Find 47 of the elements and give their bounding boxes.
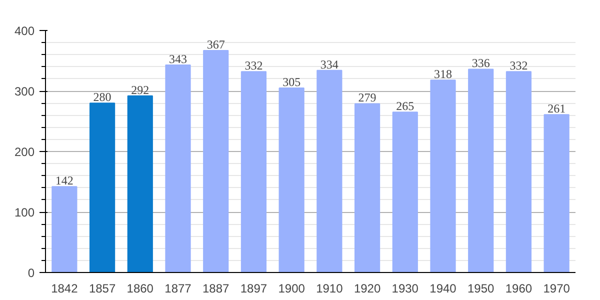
y-tick-label: 400 — [14, 24, 35, 38]
x-tick-label: 1900 — [278, 282, 306, 296]
data-label: 332 — [510, 58, 528, 73]
data-label: 265 — [396, 99, 414, 114]
bar — [316, 70, 342, 272]
x-tick-label: 1860 — [126, 282, 154, 296]
y-tick-label: 300 — [14, 84, 35, 98]
data-label: 292 — [131, 82, 150, 97]
data-label: 280 — [93, 90, 112, 104]
data-label: 334 — [320, 57, 338, 72]
y-tick-label: 100 — [14, 206, 35, 220]
data-label: 142 — [55, 174, 74, 188]
x-tick-label: 1910 — [316, 282, 344, 296]
x-tick-label: 1857 — [88, 282, 116, 296]
data-label: 367 — [206, 37, 225, 52]
data-label: 318 — [434, 67, 452, 82]
bar — [544, 114, 570, 272]
x-tick-label: 1970 — [543, 282, 570, 296]
x-tick-label: 1960 — [505, 282, 532, 296]
bar — [278, 87, 304, 272]
data-label: 261 — [548, 102, 566, 116]
y-tick-label: 0 — [28, 266, 35, 280]
bar — [52, 186, 78, 272]
y-tick-label: 200 — [14, 145, 35, 159]
x-tick-label: 1877 — [164, 282, 192, 296]
x-tick-label: 1842 — [51, 282, 78, 296]
x-tick-label: 1940 — [430, 282, 457, 296]
bar — [127, 95, 153, 272]
x-tick-label: 1930 — [392, 282, 419, 296]
bar — [468, 68, 494, 272]
bar — [165, 64, 191, 272]
data-label: 332 — [244, 58, 263, 73]
data-label: 336 — [472, 56, 490, 70]
x-tick-label: 1920 — [354, 282, 381, 296]
bar — [392, 112, 418, 272]
bar — [89, 102, 116, 272]
bar — [240, 71, 267, 272]
x-tick-label: 1897 — [240, 282, 268, 296]
data-label: 305 — [282, 74, 301, 89]
bar — [430, 80, 456, 272]
bar — [203, 50, 229, 272]
data-label: 279 — [358, 90, 376, 105]
bar — [506, 71, 532, 272]
x-tick-label: 1887 — [202, 282, 230, 296]
x-tick-label: 1950 — [468, 282, 495, 296]
bar — [354, 103, 380, 272]
data-label: 343 — [169, 52, 187, 66]
